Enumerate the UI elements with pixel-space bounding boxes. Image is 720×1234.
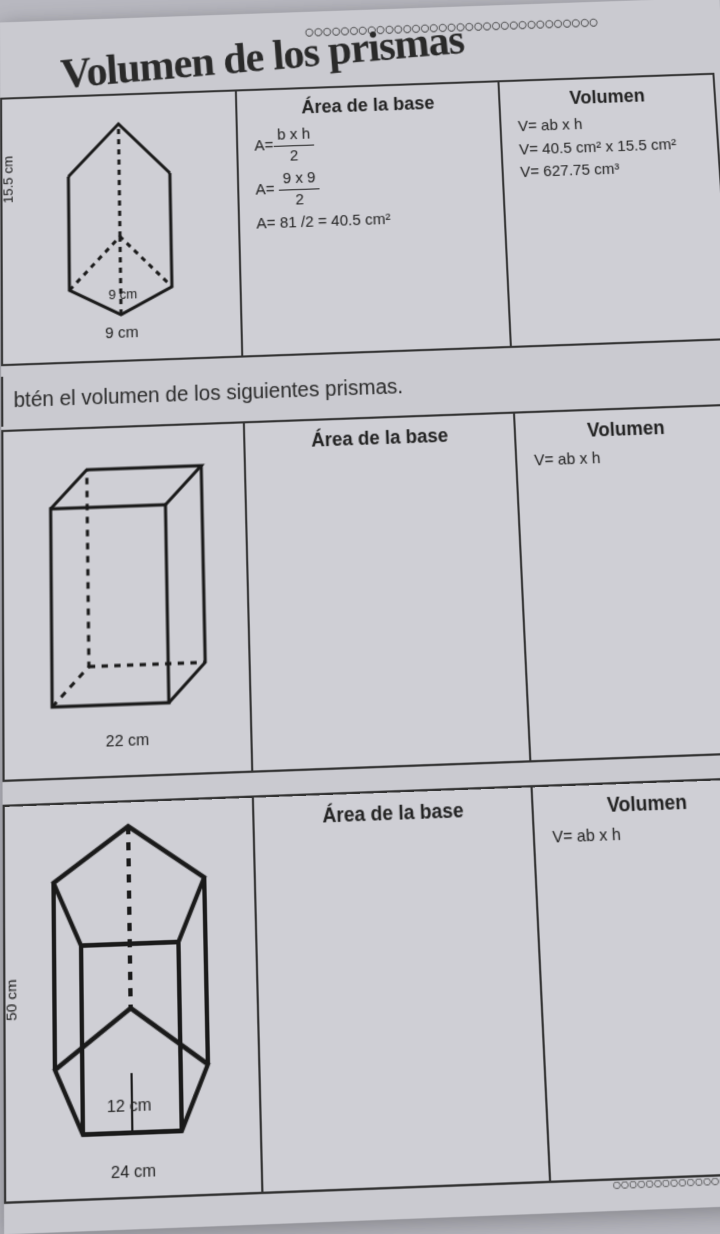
f1b-num: 9 x 9 bbox=[278, 168, 320, 190]
area-header-3: Área de la base bbox=[263, 797, 524, 831]
pentagonal-prism-icon: 12 cm bbox=[27, 813, 238, 1160]
exercise-row-pentagonal: 50 cm 12 cm 24 cm bbox=[3, 777, 720, 1204]
volume-cell-2: Volumen V= ab x h bbox=[515, 406, 720, 760]
worksheet-page: ○○○○○○○○○○○○○○○○○○○○○○○○○○○○○○○○○ Volume… bbox=[0, 0, 720, 1234]
exercise-row-rectangular: 22 cm Área de la base Volumen V= ab x h bbox=[1, 404, 720, 782]
vol-header-2: Volumen bbox=[524, 415, 720, 445]
vol-header-3: Volumen bbox=[542, 788, 720, 820]
f1a-den: 2 bbox=[273, 145, 315, 166]
area-cell-3: Área de la base bbox=[254, 787, 551, 1191]
vol-formula-1a: V= ab x h bbox=[517, 110, 708, 136]
svg-text:12 cm: 12 cm bbox=[107, 1094, 152, 1116]
figure-cell-2: 22 cm bbox=[3, 423, 253, 779]
triangular-prism-icon: 9 cm bbox=[38, 110, 204, 322]
base-width-label-2: 22 cm bbox=[106, 730, 150, 751]
area-cell-2: Área de la base bbox=[245, 414, 532, 771]
figure-cell-3: 50 cm 12 cm 24 cm bbox=[5, 798, 264, 1202]
area-formula-1c: A= 81 /2 = 40.5 cm² bbox=[256, 206, 496, 235]
area-header-2: Área de la base bbox=[253, 423, 506, 455]
f1a-prefix: A= bbox=[254, 137, 273, 155]
vol-formula-2a: V= ab x h bbox=[534, 443, 720, 471]
area-header-1: Área de la base bbox=[245, 91, 491, 121]
figure-cell-1: 15.5 cm 9 cm 9 cm bbox=[2, 91, 243, 364]
svg-text:9 cm: 9 cm bbox=[109, 285, 138, 302]
f1b-prefix: A= bbox=[255, 180, 279, 198]
vol-formula-1c: V= 627.75 cm³ bbox=[520, 156, 711, 183]
volume-cell-1: Volumen V= ab x h V= 40.5 cm² x 15.5 cm²… bbox=[500, 75, 720, 346]
f1a-num: b x h bbox=[273, 124, 315, 146]
example-row-triangular: 15.5 cm 9 cm 9 cm Área de la base A=b x … bbox=[0, 73, 720, 366]
vol-formula-1b: V= 40.5 cm² x 15.5 cm² bbox=[519, 133, 710, 160]
base-width-label-3: 24 cm bbox=[111, 1160, 156, 1182]
height-label-3: 50 cm bbox=[3, 979, 19, 1021]
vol-header-1: Volumen bbox=[508, 83, 706, 111]
rectangular-prism-icon bbox=[30, 448, 223, 729]
area-formula-1a: A=b x h2 bbox=[254, 118, 493, 167]
f1b-den: 2 bbox=[279, 189, 321, 210]
base-width-label-1: 9 cm bbox=[105, 323, 139, 342]
area-cell-1: Área de la base A=b x h2 A= 9 x 92 A= 81… bbox=[237, 82, 512, 355]
area-formula-1b: A= 9 x 92 bbox=[255, 162, 495, 211]
volume-cell-3: Volumen V= ab x h bbox=[533, 779, 720, 1181]
height-label-1: 15.5 cm bbox=[0, 156, 15, 204]
vol-formula-3a: V= ab x h bbox=[552, 819, 720, 849]
